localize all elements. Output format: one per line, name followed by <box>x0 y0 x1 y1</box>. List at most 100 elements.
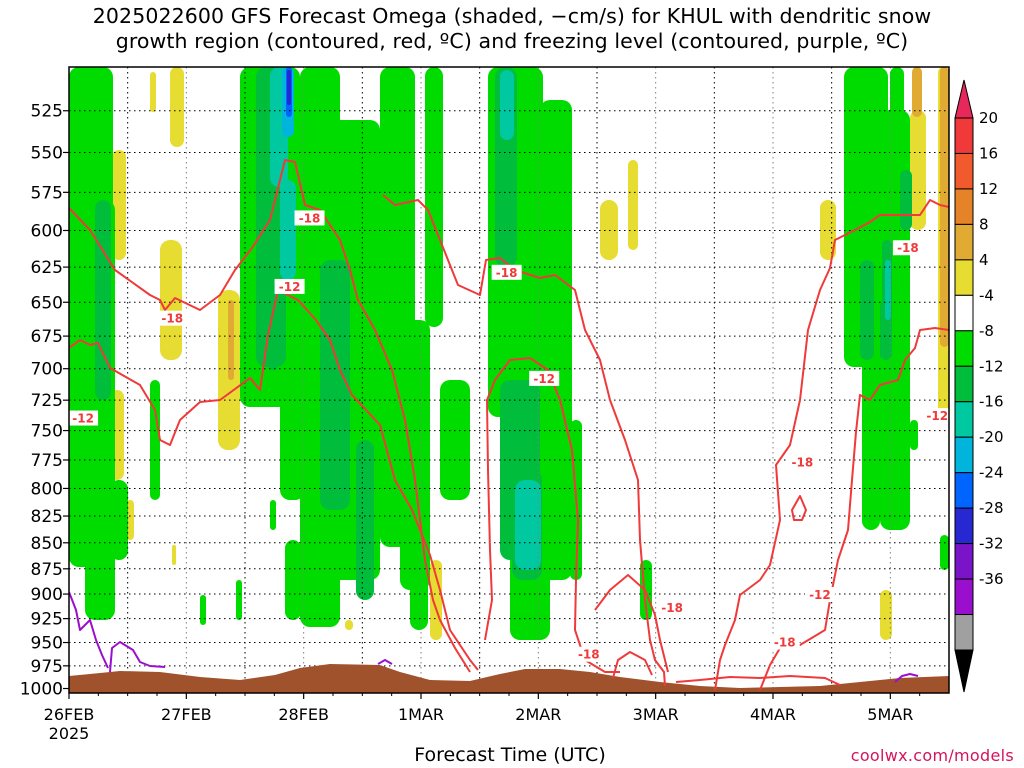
omega-shade-cell <box>880 590 892 640</box>
colorbar: 20 16 12 8 4 -4 -8 -12 -16 -20 -24 -28 -32 -36 <box>954 79 1004 693</box>
contour-red <box>382 194 666 687</box>
omega-shade-cell <box>112 150 126 260</box>
y-tick-label: 525 <box>31 102 63 122</box>
omega-shade-cell <box>910 110 926 230</box>
contour-label-bg <box>657 599 688 615</box>
x-tick-label: 5MAR <box>867 705 913 724</box>
contour-red <box>791 495 807 521</box>
contour-label: -18 <box>661 601 683 615</box>
omega-shade-cell <box>900 170 912 230</box>
y-tick-label: 825 <box>31 507 63 527</box>
omega-shade-cell <box>515 480 541 570</box>
colorbar-label: 16 <box>979 144 998 162</box>
contour-label: -18 <box>161 312 183 326</box>
contour-label: -12 <box>533 372 555 386</box>
colorbar-segment <box>954 472 974 509</box>
temperature-contours <box>69 159 949 691</box>
contour-label-bg <box>491 264 522 280</box>
omega-shade-cell <box>416 575 424 615</box>
contour-red <box>69 159 471 673</box>
colorbar-segment <box>954 330 974 367</box>
contour-label: -18 <box>897 241 919 255</box>
contour-label-bg <box>68 410 99 426</box>
omega-shade-cell <box>110 480 128 560</box>
title-line-2: growth region (contoured, red, ºC) and f… <box>115 29 909 53</box>
contour-label-bg <box>294 210 325 226</box>
omega-shade-cell <box>160 240 182 360</box>
colorbar-label: 12 <box>979 180 998 198</box>
contour-red <box>714 199 949 691</box>
contour-label: -18 <box>496 266 518 280</box>
contour-label: -18 <box>774 636 796 650</box>
contour-label-bg <box>274 278 305 294</box>
colorbar-segment <box>954 152 974 190</box>
contour-label-bg <box>922 408 953 424</box>
y-tick-label: 600 <box>31 221 63 241</box>
colorbar-label: -36 <box>979 570 1004 588</box>
contour-label: -18 <box>791 455 813 469</box>
colorbar-label: -16 <box>979 393 1004 411</box>
colorbar-label: -12 <box>979 357 1004 375</box>
y-tick-label: 625 <box>31 258 63 278</box>
x-tick-label: 28FEB <box>278 705 329 724</box>
x-axis-title: Forecast Time (UTC) <box>414 744 606 766</box>
y-tick-label: 1000 <box>20 680 63 700</box>
contour-label-bg <box>157 310 188 326</box>
colorbar-segment <box>954 401 974 438</box>
colorbar-label: -28 <box>979 499 1004 517</box>
contour-red <box>759 327 949 691</box>
omega-shade-cell <box>170 67 184 147</box>
omega-shade-cell <box>560 170 572 250</box>
omega-shade-cell <box>150 380 160 500</box>
omega-shade-cell <box>910 420 918 450</box>
omega-shade-cell <box>820 200 836 260</box>
contour-purple <box>109 641 166 673</box>
omega-shade-cell <box>287 70 291 105</box>
y-tick-label: 875 <box>31 560 63 580</box>
credit-link[interactable]: coolwx.com/models <box>850 746 1014 765</box>
y-tick-label: 775 <box>31 451 63 471</box>
omega-shade-cell <box>150 72 156 112</box>
omega-shade-cell <box>885 260 891 320</box>
x-tick-label: 1MAR <box>398 705 444 724</box>
y-tick-label: 800 <box>31 479 63 499</box>
colorbar-label: -32 <box>979 535 1004 553</box>
y-tick-label: 675 <box>31 327 63 347</box>
contour-labels: -18 -12 -18 -12 -18 -12 -18 -18 -18 -12 -18 -18 -12 <box>68 210 953 662</box>
x-tick-label: 26FEB <box>44 705 95 724</box>
colorbar-segment <box>954 365 974 403</box>
contour-label: -12 <box>809 588 831 602</box>
omega-shade-cell <box>345 620 353 630</box>
y-tick-label: 750 <box>31 422 63 442</box>
y-tick-label: 975 <box>31 657 63 677</box>
chart-title: 2025022600 GFS Forecast Omega (shaded, −… <box>0 4 1024 54</box>
contour-label-bg <box>787 454 818 470</box>
y-tick-label: 850 <box>31 534 63 554</box>
colorbar-segment <box>954 507 974 545</box>
colorbar-segment <box>954 578 974 616</box>
colorbar-segment <box>954 259 974 296</box>
omega-shade-cell <box>940 535 949 570</box>
y-tick-label: 650 <box>31 293 63 313</box>
colorbar-label: 8 <box>979 215 989 233</box>
x-tick-label: 3MAR <box>633 705 679 724</box>
omega-shade-cell <box>228 300 234 380</box>
omega-shade-cell <box>95 200 111 400</box>
omega-shade-cell <box>356 440 374 600</box>
omega-shade-cell <box>172 545 176 565</box>
y-tick-label: 900 <box>31 585 63 605</box>
contour-label-bg <box>892 240 923 256</box>
contour-red <box>612 651 653 679</box>
omega-shade-cell <box>860 260 874 360</box>
colorbar-top-arrow <box>954 79 974 119</box>
y-tick-label: 575 <box>31 183 63 203</box>
colorbar-segment <box>954 436 974 474</box>
terrain <box>69 664 949 693</box>
contour-label: -18 <box>578 648 600 662</box>
contour-label-bg <box>529 370 560 386</box>
terrain-area <box>69 664 949 693</box>
colorbar-label: 20 <box>979 109 998 127</box>
colorbar-label: -24 <box>979 464 1004 482</box>
y-tick-label: 925 <box>31 610 63 630</box>
